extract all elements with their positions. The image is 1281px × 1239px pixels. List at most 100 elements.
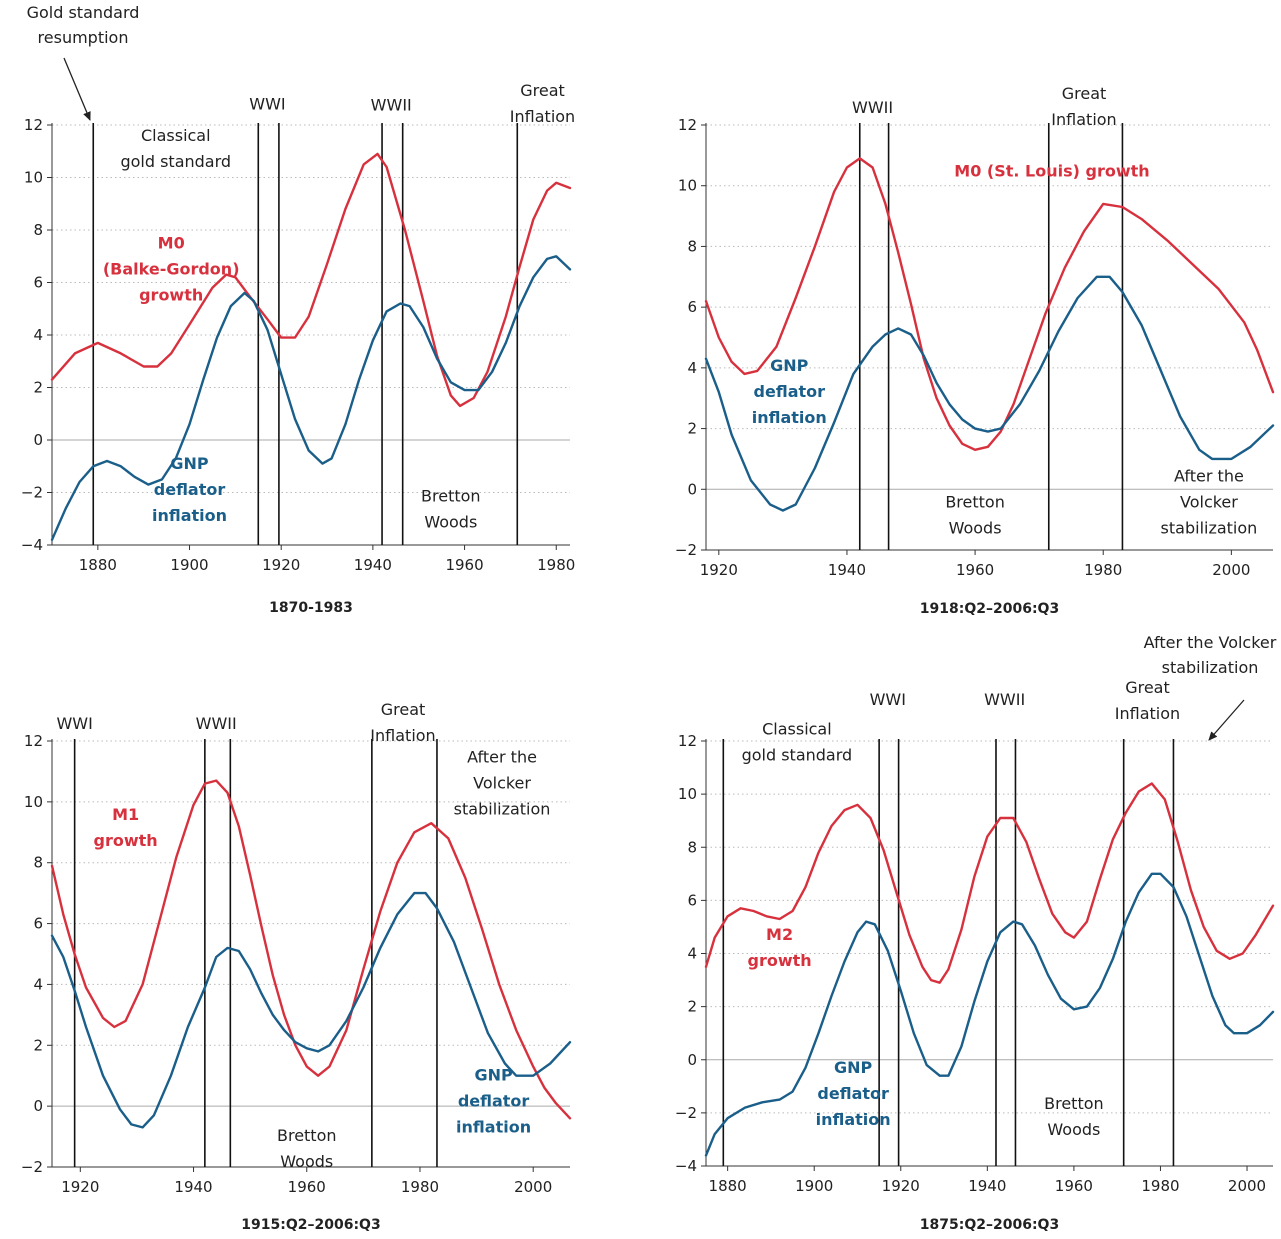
x-tick-label: 1940 [354, 556, 392, 574]
annotation-label-line: gold standard [120, 152, 231, 171]
annotation-arrow [1208, 699, 1245, 741]
x-tick-label: 1880 [709, 1177, 747, 1195]
y-tick-label: 0 [687, 1051, 697, 1069]
y-tick-label: 0 [687, 480, 697, 498]
series-label-money-line: M1 [112, 805, 139, 824]
annotation-label-line: Woods [949, 519, 1002, 538]
x-tick-label: 1960 [288, 1178, 326, 1196]
x-tick-label: 1920 [262, 556, 300, 574]
chart-panel-1875-2006: −4 −2 0 2 4 6 8 10 12 1880 1900 1920 1940 1960 1980 200… [675, 633, 1277, 1233]
annotation-label-line: Bretton [277, 1126, 337, 1145]
y-tick-label: 10 [24, 169, 43, 187]
y-tick-label: 6 [687, 298, 697, 316]
annotation-label: After the Volcker stabilization [454, 747, 551, 818]
y-tick-label: 8 [687, 838, 697, 856]
series-label-money-line: M0 [158, 233, 185, 252]
y-tick-label: −2 [21, 484, 43, 502]
panel-title: 1870-1983 [269, 600, 353, 616]
series-label-money: M0 (Balke-Gordon) growth [103, 233, 240, 304]
annotation-label-line: Great [381, 700, 426, 719]
annotation-label-line: After the [467, 747, 537, 766]
series-line-money [704, 157, 1275, 451]
annotation-label-line: Woods [280, 1152, 333, 1171]
x-tick-label: 1960 [1055, 1177, 1093, 1195]
y-tick-label: 4 [33, 975, 43, 993]
y-tick-label: 4 [687, 359, 697, 377]
annotation-label-line: Classical [141, 126, 211, 145]
series-label-deflator-line: GNP [474, 1065, 513, 1084]
y-tick-label: 0 [33, 431, 43, 449]
x-tick-label: 1920 [700, 561, 738, 579]
series-label-deflator-line: GNP [770, 356, 809, 375]
annotation-label-line: WWII [196, 714, 237, 733]
arrow-annotation-label-line: stabilization [1162, 658, 1259, 677]
series-label-money-line: M2 [766, 925, 793, 944]
arrow-annotation-label-line: After the Volcker [1144, 633, 1277, 652]
annotation-label-line: After the [1174, 467, 1244, 486]
annotation-label: Great Inflation [1115, 678, 1180, 723]
annotation-label-line: Woods [1047, 1120, 1100, 1139]
y-tick-label: −2 [675, 1104, 697, 1122]
x-tick-label: 1900 [170, 556, 208, 574]
y-tick-label: 6 [33, 274, 43, 292]
annotation-label: Classical gold standard [742, 719, 853, 764]
x-tick-label: 1980 [1084, 561, 1122, 579]
chart-panel-1870-1983: −4 −2 0 2 4 6 8 10 12 1880 1900 1920 1940 1960 1980 M0 (… [21, 3, 575, 616]
annotation-label: Bretton Woods [945, 493, 1005, 538]
arrow-annotation-label: Gold standard resumption [27, 3, 140, 47]
annotation-label: Great Inflation [1051, 84, 1116, 129]
y-tick-label: 10 [678, 177, 697, 195]
arrow-annotation-label: After the Volcker stabilization [1144, 633, 1277, 677]
y-tick-label: 12 [678, 116, 697, 134]
annotation-label-line: stabilization [454, 799, 551, 818]
annotation-label: WWII [984, 690, 1025, 709]
series-label-deflator: GNP deflator inflation [816, 1058, 891, 1129]
y-tick-label: 2 [687, 998, 697, 1016]
y-tick-label: 10 [24, 793, 43, 811]
annotation-label-line: Inflation [1115, 704, 1180, 723]
series-label-money: M1 growth [94, 805, 158, 850]
annotation-label-line: Bretton [1044, 1094, 1104, 1113]
x-tick-label: 1980 [537, 556, 575, 574]
annotation-label: Great Inflation [510, 81, 575, 126]
series-label-money: M2 growth [748, 925, 812, 970]
series-label-deflator-line: inflation [456, 1117, 531, 1136]
y-tick-label: 6 [687, 891, 697, 909]
annotation-label: Classical gold standard [120, 126, 231, 171]
annotation-label-line: Bretton [421, 487, 481, 506]
y-tick-label: 12 [24, 732, 43, 750]
y-tick-label: 6 [33, 915, 43, 933]
annotation-label-line: WWII [852, 98, 893, 117]
y-tick-label: 0 [33, 1097, 43, 1115]
annotation-label-line: Great [1062, 84, 1107, 103]
series-label-deflator: GNP deflator inflation [752, 356, 827, 427]
y-tick-label: 8 [33, 221, 43, 239]
series-label-deflator-line: inflation [152, 506, 227, 525]
annotation-label-line: Inflation [370, 726, 435, 745]
annotation-label-line: Great [520, 81, 565, 100]
series-line-deflator [704, 872, 1275, 1157]
x-tick-label: 2000 [1212, 561, 1250, 579]
y-tick-label: 12 [24, 116, 43, 134]
annotation-label-line: WWI [56, 714, 92, 733]
x-tick-label: 2000 [514, 1178, 552, 1196]
series-label-money-line: growth [139, 285, 203, 304]
series-label-deflator-line: deflator [458, 1091, 530, 1110]
y-tick-label: 2 [33, 379, 43, 397]
annotation-label-line: gold standard [742, 745, 853, 764]
y-tick-label: −2 [21, 1158, 43, 1176]
annotation-arrow [63, 57, 91, 121]
series-label-money: M0 (St. Louis) growth [954, 162, 1149, 181]
annotation-label-line: Bretton [945, 493, 1005, 512]
x-tick-label: 1980 [1141, 1177, 1179, 1195]
series-line-deflator [704, 275, 1275, 512]
chart-panel-1918-2006: −2 0 2 4 6 8 10 12 1920 1940 1960 1980 2000 M0 (St. L… [675, 84, 1275, 617]
panel-title: 1875:Q2–2006:Q3 [920, 1217, 1059, 1233]
y-tick-label: 8 [33, 854, 43, 872]
series-line-money [704, 782, 1275, 984]
y-tick-label: −4 [675, 1157, 697, 1175]
x-tick-label: 1960 [956, 561, 994, 579]
y-tick-label: −2 [675, 541, 697, 559]
x-tick-label: 1960 [445, 556, 483, 574]
